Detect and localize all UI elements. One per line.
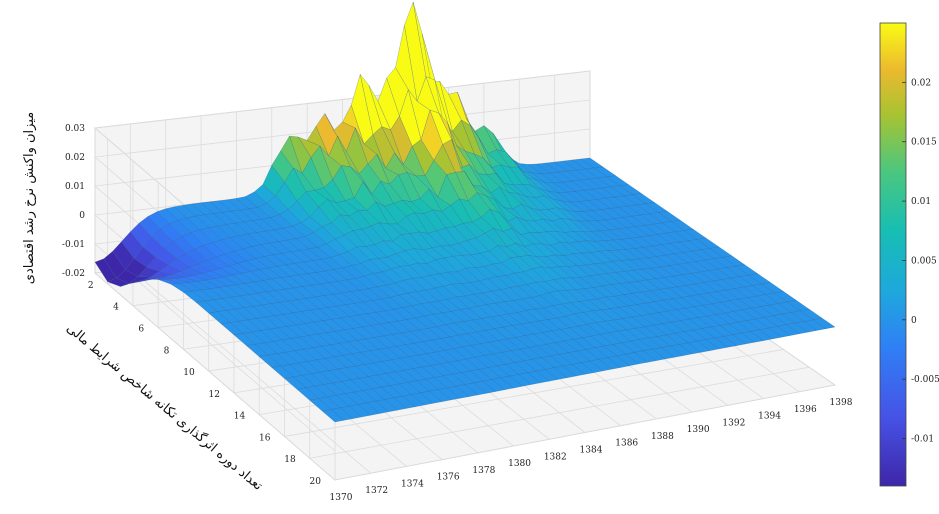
surface-cell	[812, 317, 836, 329]
y-tick-label: 2	[88, 281, 94, 291]
z-tick-label: 0.01	[65, 182, 85, 192]
colorbar-scale	[879, 22, 907, 487]
x-tick-label: 1394	[758, 412, 781, 422]
x-tick-label: 1378	[472, 466, 495, 476]
colorbar-tick-label: 0.015	[911, 138, 937, 148]
x-tick-label: 1398	[830, 398, 853, 408]
axis-ticks: 1370 1372 1374 1376 1378 1380 1382 1384 1386 1388…	[62, 124, 853, 503]
z-tick-label: -0.02	[62, 269, 85, 279]
x-tick-label: 1386	[615, 439, 638, 449]
colorbar-tick-label: 0.005	[911, 256, 937, 266]
colorbar-tick-label: -0.01	[911, 435, 934, 445]
surface-mesh	[94, 1, 836, 423]
colorbar-tick-label: -0.005	[911, 375, 939, 385]
y-tick-label: 10	[183, 368, 195, 378]
x-tick-label: 1384	[580, 446, 603, 456]
x-tick-label: 1392	[722, 418, 745, 428]
z-tick-label: 0.02	[65, 153, 85, 163]
x-tick-label: 1380	[508, 459, 531, 469]
x-tick-label: 1390	[687, 425, 710, 435]
z-tick-label: -0.01	[62, 240, 85, 250]
colorbar-tick-label: 0.02	[911, 78, 931, 88]
y-tick-label: 14	[234, 412, 246, 422]
colorbar: 0.02 0.015 0.01 0.005 0 -0.005 -0.01	[879, 22, 939, 487]
x-tick-label: 1396	[794, 405, 817, 415]
z-tick-label: 0.03	[65, 124, 85, 134]
y-tick-label: 20	[310, 477, 322, 487]
y-tick-label: 4	[113, 303, 119, 313]
y-tick-label: 18	[284, 455, 296, 465]
y-tick-label: 16	[259, 433, 271, 443]
y-tick-label: 12	[208, 390, 219, 400]
z-tick-label: 0	[79, 211, 85, 221]
x-tick-label: 1372	[365, 486, 388, 496]
x-tick-label: 1382	[544, 452, 567, 462]
z-axis-label: میزان واکنش نرخ رشد اقتصادی	[22, 112, 37, 284]
colorbar-tick-label: 0.01	[911, 197, 931, 207]
y-tick-label: 8	[164, 346, 170, 356]
x-tick-label: 1388	[651, 432, 674, 442]
colorbar-tick-label: 0	[911, 316, 917, 326]
x-tick-label: 1370	[330, 493, 353, 503]
x-tick-label: 1374	[401, 479, 424, 489]
y-tick-label: 6	[138, 324, 144, 334]
x-tick-label: 1376	[437, 473, 460, 483]
